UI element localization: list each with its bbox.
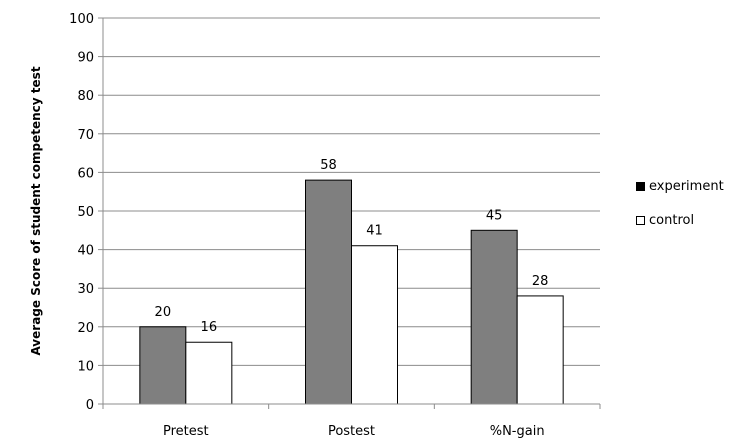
y-tick-label-40: 40 [77,244,94,259]
bar-control-0 [185,341,233,405]
bar-experiment-0 [139,326,187,405]
legend-swatch-control [636,215,645,225]
y-tick-label-80: 80 [77,89,94,104]
y-tick-label-70: 70 [77,128,94,143]
y-axis-label: Average Score of student competency test [29,66,43,355]
labels: 0 10 20 30 40 50 60 70 80 90 100 20 16 Pretest 58 41 Pos… [69,12,548,439]
bar-experiment-2 [470,229,518,405]
bar-control-2 [516,295,564,405]
data-label-experiment-2: 45 [486,208,503,223]
legend-label-experiment: experiment [649,178,724,194]
legend-swatch-experiment [636,181,645,191]
y-tick-label-90: 90 [77,51,94,66]
bar-control-1 [351,245,398,405]
data-label-control-2: 28 [532,274,549,289]
x-tick-label-1: Postest [328,424,375,439]
y-tick-label-0: 0 [86,398,94,413]
x-tick-label-0: Pretest [163,424,209,439]
y-tick-label-30: 30 [77,282,94,297]
data-label-experiment-1: 58 [320,158,337,173]
legend-item-experiment: experiment [636,178,724,194]
y-tick-label-10: 10 [77,359,94,374]
data-label-experiment-0: 20 [155,305,172,320]
bar-experiment-1 [305,179,352,405]
x-tick-label-2: %N-gain [490,424,545,439]
data-label-control-0: 16 [201,320,218,335]
y-tick-label-50: 50 [77,205,94,220]
data-label-control-1: 41 [366,224,383,239]
legend-label-control: control [649,212,695,228]
legend: experiment control [636,178,724,246]
y-tick-label-100: 100 [69,12,94,27]
legend-item-control: control [636,212,724,228]
y-tick-label-20: 20 [77,321,94,336]
axes [98,17,601,409]
y-tick-label-60: 60 [77,166,94,181]
